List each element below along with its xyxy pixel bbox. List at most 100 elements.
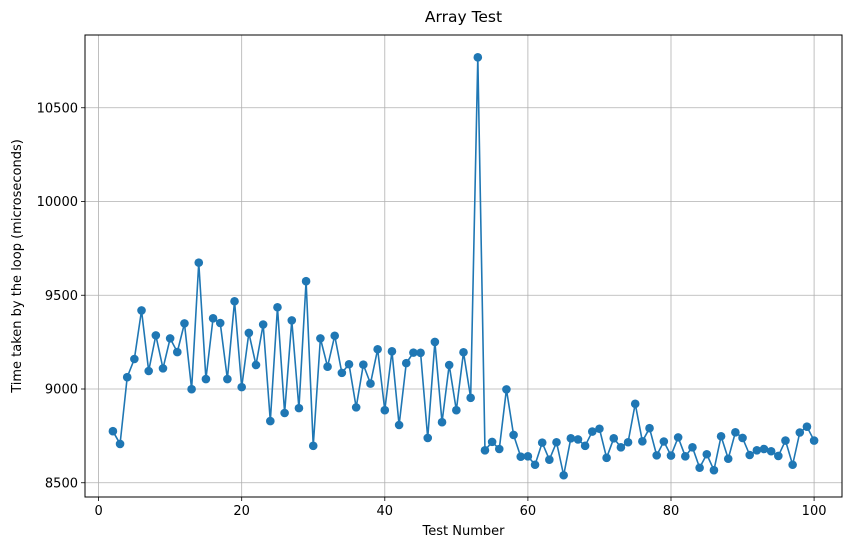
data-point (645, 423, 654, 433)
grid-lines (85, 35, 842, 497)
data-point (494, 444, 504, 454)
data-point (774, 451, 783, 461)
data-point (194, 258, 204, 267)
data-point (337, 368, 347, 378)
data-point (215, 318, 225, 328)
data-point (237, 382, 246, 392)
data-point (559, 470, 568, 480)
data-point (359, 360, 368, 369)
data-point (287, 316, 297, 325)
chart-title: Array Test (425, 8, 502, 26)
data-point (137, 306, 146, 315)
data-point (115, 439, 125, 449)
data-point (208, 314, 218, 323)
x-axis-ticks: 0 20 40 60 80 100 (94, 497, 827, 519)
x-tick-label: 20 (233, 504, 250, 519)
data-point (623, 437, 633, 447)
data-point (673, 433, 683, 442)
data-point (351, 403, 361, 412)
y-tick-label: 10500 (37, 101, 78, 116)
x-tick-label: 100 (802, 504, 827, 519)
data-point (587, 427, 597, 436)
data-point (452, 405, 461, 415)
data-point (122, 372, 132, 382)
y-axis-label: Time taken by the loop (microseconds) (10, 139, 25, 394)
data-point (187, 384, 196, 394)
data-point (759, 444, 769, 454)
data-point (180, 319, 189, 328)
data-point (652, 451, 661, 460)
data-point (409, 348, 418, 357)
data-point (430, 337, 440, 347)
data-point (695, 463, 704, 473)
x-tick-label: 40 (377, 504, 394, 519)
data-point (401, 358, 411, 368)
y-tick-label: 9000 (45, 383, 78, 398)
data-point (731, 428, 740, 437)
y-tick-label: 9500 (45, 289, 78, 304)
data-point (795, 428, 805, 437)
data-point (545, 455, 554, 464)
data-point (144, 366, 153, 376)
data-point (752, 446, 762, 455)
data-point (638, 437, 647, 446)
data-point (537, 438, 547, 447)
data-point (573, 435, 583, 444)
data-point (659, 437, 669, 446)
data-point (230, 296, 239, 306)
data-point (373, 344, 382, 354)
data-point (473, 53, 483, 62)
data-point (552, 437, 561, 447)
data-point (566, 434, 576, 443)
data-point (666, 451, 676, 460)
data-point (502, 385, 511, 394)
data-point (330, 331, 340, 341)
data-point (809, 436, 819, 445)
y-tick-label: 10000 (37, 195, 78, 210)
data-point (316, 334, 325, 343)
data-point (595, 424, 604, 434)
data-point (158, 364, 168, 373)
data-point (130, 354, 139, 364)
x-tick-label: 60 (520, 504, 537, 519)
data-point (616, 443, 626, 452)
data-point (788, 460, 797, 470)
y-axis-ticks: 8500 9000 9500 10000 10500 (37, 101, 85, 491)
data-point (366, 379, 375, 388)
series-timing (108, 53, 819, 480)
series-line (112, 56, 815, 477)
data-point (266, 416, 275, 426)
data-point (602, 453, 611, 463)
data-point (466, 393, 475, 403)
data-point (444, 360, 454, 370)
data-point (380, 405, 390, 415)
data-point (480, 446, 490, 455)
data-point (423, 433, 433, 443)
data-point (523, 452, 533, 461)
data-point (516, 452, 526, 461)
data-point (580, 441, 590, 451)
data-point (244, 328, 254, 338)
data-point (702, 449, 712, 459)
data-point (258, 320, 268, 329)
data-point (437, 417, 447, 427)
data-point (459, 347, 468, 357)
data-point (609, 434, 619, 443)
data-point (723, 454, 733, 464)
plot-area-frame (84, 34, 843, 498)
data-point (172, 347, 182, 357)
data-point (416, 348, 425, 358)
data-point (223, 374, 232, 384)
data-point (273, 302, 282, 312)
data-point (201, 374, 211, 384)
data-point (308, 441, 318, 451)
x-tick-label: 0 (94, 504, 102, 519)
data-point (766, 446, 776, 456)
data-point (323, 362, 332, 371)
data-point (251, 360, 261, 370)
data-point (108, 426, 118, 436)
data-point (802, 422, 812, 431)
data-point (165, 334, 175, 343)
data-point (487, 437, 497, 447)
